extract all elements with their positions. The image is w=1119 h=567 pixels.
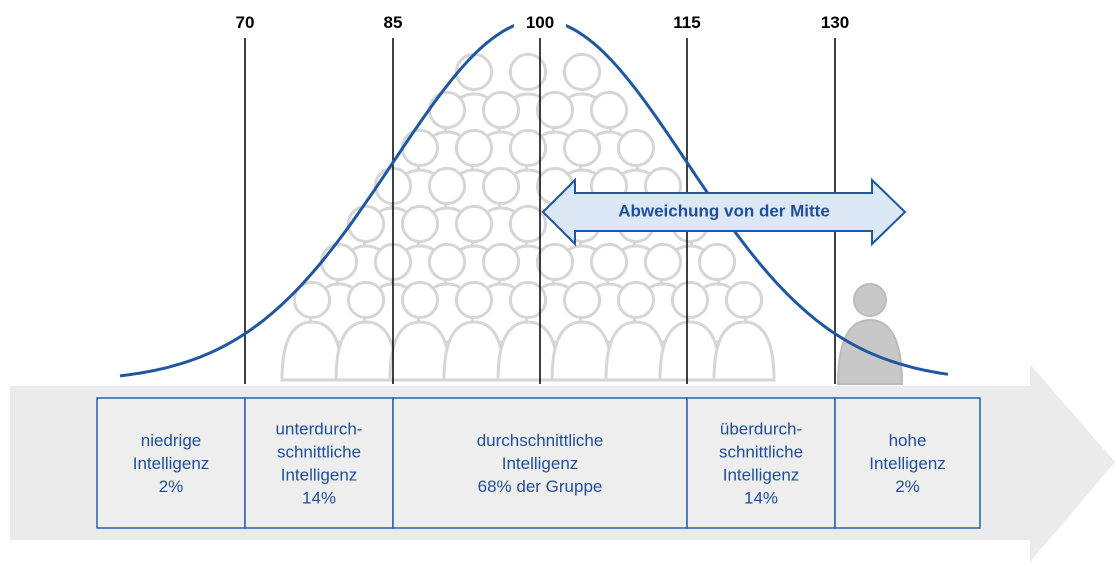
person-head [562, 52, 602, 92]
person-head [454, 204, 494, 244]
box-text: hohe [889, 431, 927, 450]
person-body [712, 320, 776, 382]
person-head [292, 280, 332, 320]
person-head [346, 280, 386, 320]
box-text: Intelligenz [502, 454, 579, 473]
tick-label: 70 [236, 13, 255, 32]
person-head [589, 242, 629, 282]
person-head [346, 204, 386, 244]
person-head [400, 128, 440, 168]
deviation-arrow [541, 177, 907, 247]
person-head [508, 128, 548, 168]
person-head [697, 242, 737, 282]
box-text: 2% [895, 477, 920, 496]
arrow-label: Abweichung von der Mitte [618, 201, 830, 220]
box-text: schnittliche [277, 443, 361, 462]
person-head [481, 242, 521, 282]
label-bg [514, 8, 566, 34]
person-head [319, 242, 359, 282]
person-head [454, 52, 494, 92]
category-box [96, 397, 246, 529]
person-head [508, 280, 548, 320]
person-head [481, 90, 521, 130]
person-head [427, 166, 467, 206]
box-text: Intelligenz [723, 466, 800, 485]
person-head [454, 128, 494, 168]
box-text: Intelligenz [133, 454, 210, 473]
person-head [535, 90, 575, 130]
box-text: Intelligenz [869, 454, 946, 473]
category-boxes: niedrige Intelligenz 2% unterdurch-schnittl… [96, 397, 981, 529]
person-head [535, 242, 575, 282]
person-head [562, 280, 602, 320]
person-head [427, 242, 467, 282]
person-head [400, 204, 440, 244]
person-head [508, 52, 548, 92]
box-text: 14% [302, 489, 336, 508]
person-head [589, 90, 629, 130]
tick-labels: 70 85 100 115 130 [236, 8, 849, 34]
person-head [481, 166, 521, 206]
category-box [244, 397, 394, 529]
person-head [616, 280, 656, 320]
tick-label: 85 [384, 13, 403, 32]
person-head [427, 90, 467, 130]
category-box [686, 397, 836, 529]
tick-label: 115 [673, 13, 700, 32]
person-head [643, 242, 683, 282]
box-text: unterdurch- [276, 420, 363, 439]
box-text: schnittliche [719, 443, 803, 462]
person-head [400, 280, 440, 320]
category-box [834, 397, 981, 529]
people-crowd [280, 52, 904, 385]
person-head [508, 204, 548, 244]
person-head [562, 128, 602, 168]
tick-label: 130 [821, 13, 849, 32]
box-text: niedrige [141, 431, 202, 450]
person-head [670, 280, 710, 320]
highlight-head [853, 283, 887, 317]
person-head [724, 280, 764, 320]
person-head [616, 128, 656, 168]
box-text: 2% [159, 477, 184, 496]
person-head [454, 280, 494, 320]
box-text: Intelligenz [281, 466, 358, 485]
box-text: 14% [744, 489, 778, 508]
box-text: überdurch- [720, 420, 802, 439]
tick-label: 100 [526, 13, 554, 32]
box-text: 68% der Gruppe [478, 477, 603, 496]
box-text: durchschnittliche [477, 431, 604, 450]
